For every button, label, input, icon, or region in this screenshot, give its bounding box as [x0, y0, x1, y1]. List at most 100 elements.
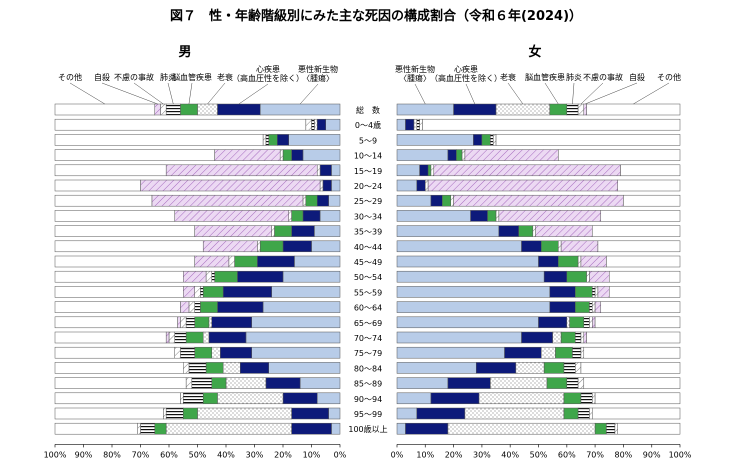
- female-leader-suicide: [585, 82, 638, 105]
- female-bar-other-row16: [583, 346, 681, 359]
- female-bar-other-row17: [580, 362, 681, 374]
- male-bar-other-row19: [54, 392, 181, 405]
- male-bar-senility-row18: [225, 377, 267, 389]
- male-bar-suicide-row10: [194, 255, 230, 268]
- female-bar-pneumonia-row12: [592, 286, 596, 298]
- male-bar-heart-disease-row12: [222, 286, 272, 298]
- female-bar-senility-row15: [552, 331, 562, 344]
- female-tick-label: 10%: [416, 450, 434, 459]
- female-bar-senility-row16: [541, 346, 556, 359]
- male-bar-accident-row13: [188, 301, 195, 313]
- male-bar-senility-row17: [222, 362, 241, 374]
- male-legend-senility: 老衰: [217, 72, 233, 82]
- female-bar-neoplasm-row15: [396, 331, 522, 344]
- male-bar-other-row6: [54, 194, 153, 207]
- male-bar-neoplasm-row7: [319, 210, 341, 222]
- female-bar-heart-disease-row10: [538, 255, 559, 268]
- female-bar-suicide-row14: [592, 316, 596, 329]
- female-bar-other-row4: [620, 164, 681, 177]
- male-bar-heart-disease-row9: [282, 240, 312, 253]
- male-bar-accident-row21: [137, 422, 141, 435]
- female-tick-label: 70%: [586, 450, 604, 459]
- age-axis: 総 数 0～4歳 5～9 10～14 15～19 20～24 25～29 30～34 35～39…: [348, 105, 387, 434]
- male-bar-suicide-row14: [177, 316, 181, 329]
- male-bar-neoplasm-row8: [314, 225, 341, 237]
- female-bar-suicide-row13: [594, 301, 602, 313]
- male-bar-senility-row21: [165, 422, 292, 435]
- male-bar-cerebrovascular-row16: [194, 346, 212, 359]
- female-bar-cerebrovascular-row10: [558, 255, 579, 268]
- female-legend-other: その他: [657, 72, 681, 82]
- male-bar-neoplasm-row9: [311, 240, 341, 253]
- female-leader-cerebrovascular: [544, 82, 559, 105]
- female-bar-heart-disease-row19: [430, 392, 480, 405]
- male-bar-accident-row14: [180, 316, 187, 329]
- female-bar-heart-disease-row4: [419, 164, 429, 177]
- female-bar-suicide-row0: [583, 103, 587, 116]
- male-bar-accident-row18: [185, 377, 193, 389]
- female-bar-neoplasm-row6: [396, 194, 432, 207]
- male-tick-label: 90%: [75, 450, 93, 459]
- male-bar-accident-row9: [257, 240, 261, 253]
- female-legend-senility: 老衰: [500, 72, 516, 82]
- male-bar-neoplasm-row21: [331, 422, 341, 435]
- female-legend-heart-disease: 心疾患: [454, 64, 478, 74]
- female-leader-senility: [507, 82, 524, 105]
- female-bar-accident-row0: [577, 103, 585, 116]
- female-bar-senility-row1: [413, 118, 418, 131]
- age-label: 60～64: [354, 304, 382, 313]
- male-bar-neoplasm-row12: [271, 286, 341, 298]
- male-bar-suicide-row7: [174, 210, 289, 222]
- female-bar-senility-row19: [478, 392, 565, 405]
- age-label: 55～59: [354, 288, 382, 297]
- male-bar-cerebrovascular-row0: [180, 103, 198, 116]
- female-bar-heart-disease-row1: [405, 118, 415, 131]
- male-bar-neoplasm-row14: [251, 316, 341, 329]
- male-bar-other-row9: [54, 240, 204, 253]
- female-bar-accident-row1: [419, 118, 423, 131]
- female-bar-cerebrovascular-row13: [575, 301, 590, 313]
- age-label: 25～29: [354, 197, 382, 206]
- female-bar-cerebrovascular-row15: [560, 331, 576, 344]
- male-bar-heart-disease-row20: [291, 407, 329, 420]
- female-tick-label: 0%: [391, 450, 404, 459]
- female-bar-neoplasm-row10: [396, 255, 539, 268]
- female-bar-suicide-row5: [427, 179, 618, 192]
- male-legend-suicide: 自殺: [94, 72, 110, 82]
- age-label: 75～79: [354, 349, 382, 358]
- male-bar-other-row4: [54, 164, 167, 177]
- age-label: 総 数: [356, 105, 380, 115]
- male-bar-accident-row5: [319, 179, 324, 192]
- male-bar-pneumonia-row12: [200, 286, 204, 298]
- female-bar-cerebrovascular-row12: [575, 286, 593, 298]
- male-bar-cerebrovascular-row15: [185, 331, 204, 344]
- female-bar-other-row5: [617, 179, 681, 192]
- male-tick-label: 60%: [160, 450, 178, 459]
- age-label: 85～89: [354, 380, 382, 389]
- female-bar-heart-disease-row5: [416, 179, 426, 192]
- female-bar-suicide-row9: [560, 240, 599, 253]
- female-tick-label: 90%: [643, 450, 661, 459]
- male-bar-cerebrovascular-row11: [214, 270, 238, 283]
- female-bar-accident-row2: [492, 134, 497, 146]
- female-bar-senility-row14: [566, 316, 570, 329]
- female-bar-cerebrovascular-row21: [594, 422, 607, 435]
- female-bar-suicide-row4: [433, 164, 621, 177]
- female-bar-accident-row20: [589, 407, 593, 420]
- female-bar-heart-disease-row8: [498, 225, 519, 237]
- male-bar-cerebrovascular-row7: [291, 210, 304, 222]
- female-bar-cerebrovascular-row8: [518, 225, 534, 237]
- female-bar-other-row3: [558, 149, 681, 161]
- male-tick-label: 40%: [217, 450, 235, 459]
- female-bar-accident-row16: [580, 346, 585, 359]
- male-bar-cerebrovascular-row18: [211, 377, 227, 389]
- male-bar-other-row3: [54, 149, 215, 161]
- male-bar-accident-row10: [228, 255, 235, 268]
- female-bar-other-row12: [609, 286, 681, 298]
- age-label: 10～14: [354, 152, 382, 161]
- female-bar-cerebrovascular-row14: [569, 316, 585, 329]
- female-bar-cerebrovascular-row6: [442, 194, 452, 207]
- male-bar-other-row11: [54, 270, 184, 283]
- age-label: 90～94: [354, 395, 382, 404]
